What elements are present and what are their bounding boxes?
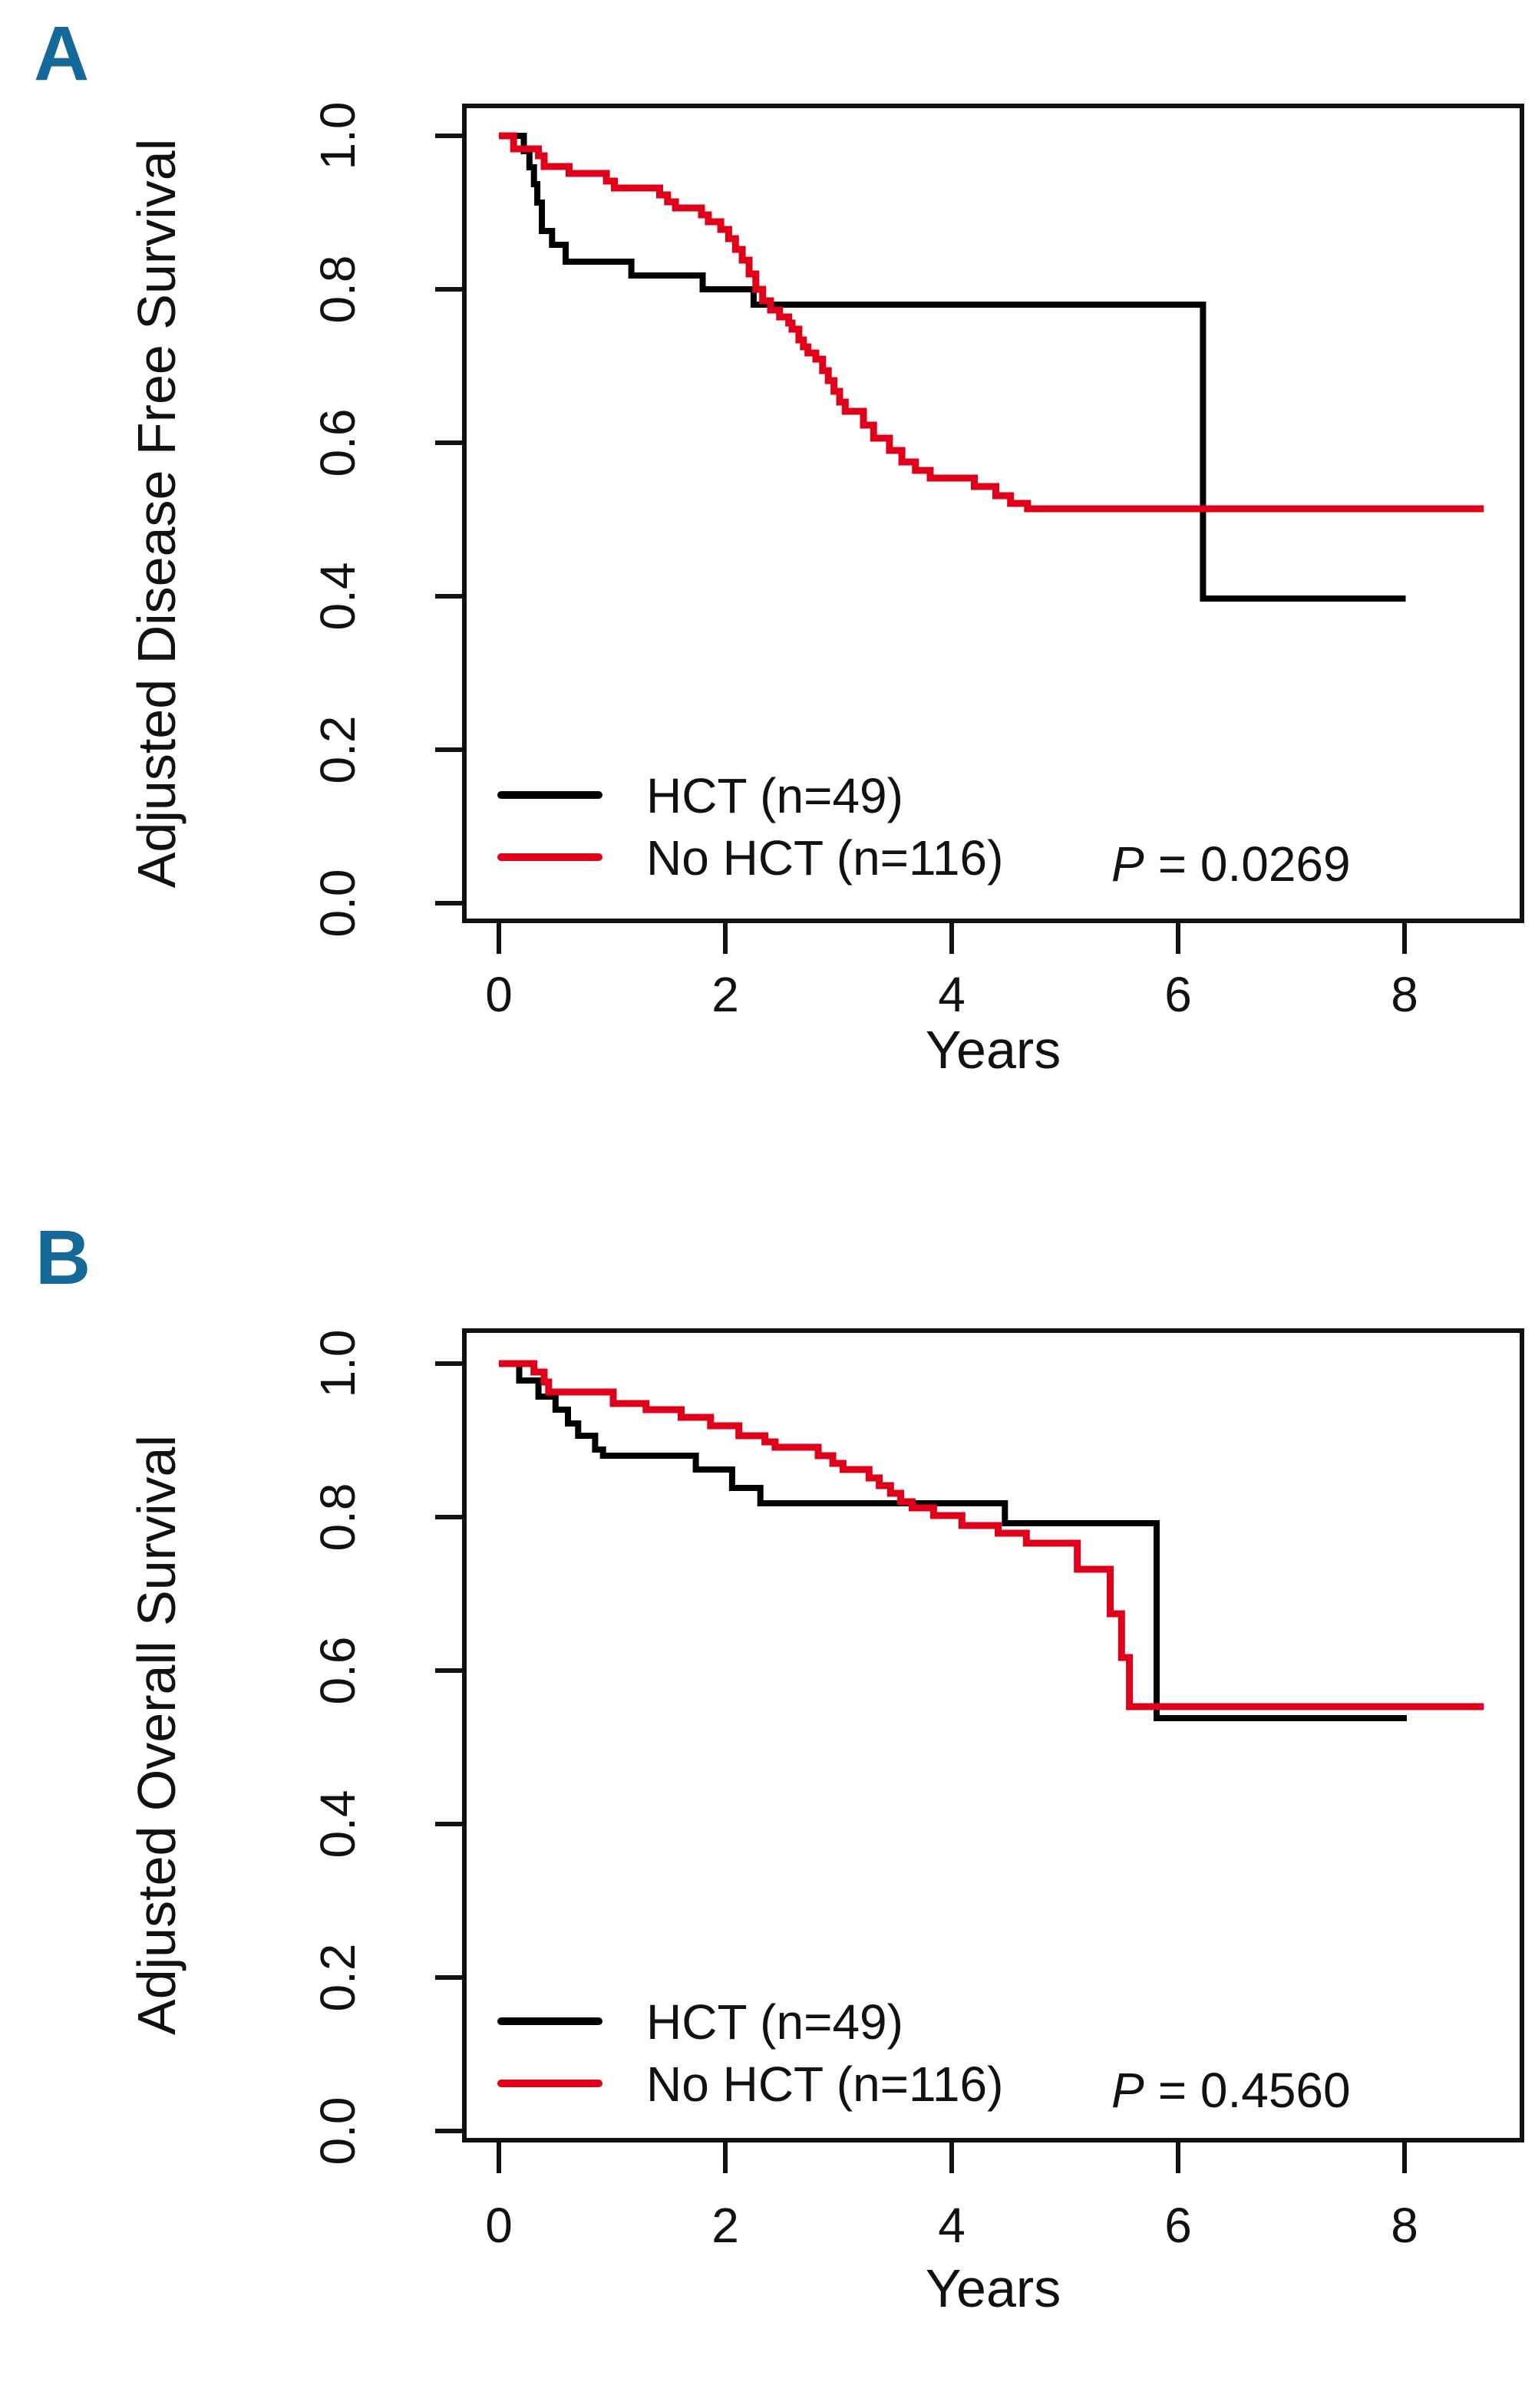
y-tick-label: 0.2: [310, 1944, 365, 2012]
plot-box: [462, 1328, 1524, 2142]
panel-a-x-axis-title: Years: [926, 1020, 1061, 1080]
panel-a-p-value: P = 0.0269: [1111, 836, 1351, 892]
x-tick-label: 4: [938, 967, 966, 1022]
y-tick-label: 0.0: [310, 2097, 365, 2166]
x-tick-label: 4: [938, 2198, 966, 2253]
y-tick-label: 1.0: [310, 1330, 365, 1398]
x-tick-label: 0: [485, 967, 513, 1022]
panel-a-plot: 0.0 0.2 0.4 0.6 0.8 1.0 0 2 4 6 8: [310, 102, 1524, 1022]
y-tick-label: 0.6: [310, 1637, 365, 1705]
survival-curve-no-hct: [499, 132, 1484, 513]
survival-curve-no-hct: [499, 1360, 1484, 1710]
panel-b-legend: HCT (n=49) No HCT (n=116) P = 0.4560: [646, 1994, 1351, 2118]
x-tick-label: 8: [1391, 967, 1418, 1022]
plot-box: [462, 104, 1524, 923]
x-tick-label: 2: [711, 967, 739, 1022]
legend-label-hct: HCT (n=49): [646, 1994, 903, 2050]
survival-curve-hct: [499, 133, 1406, 602]
survival-curve-hct: [499, 1361, 1407, 1721]
panel-b-y-axis-title: Adjusted Overall Survival: [127, 1435, 187, 2035]
y-tick-label: 0.6: [310, 409, 365, 477]
legend-label-no-hct: No HCT (n=116): [646, 830, 1003, 886]
panel-a-letter: A: [34, 11, 89, 97]
panel-b-p-value: P = 0.4560: [1111, 2063, 1351, 2118]
y-tick-label: 0.8: [310, 256, 365, 324]
y-tick-label: 0.0: [310, 869, 365, 938]
panel-a-y-axis-title: Adjusted Disease Free Survival: [127, 139, 187, 889]
panel-a: A Adjusted Disease Free Survival 0.00.20…: [34, 11, 1524, 1080]
legend-label-hct: HCT (n=49): [646, 768, 903, 823]
y-tick-label: 1.0: [310, 102, 365, 170]
x-tick-label: 2: [711, 2198, 739, 2253]
legend-label-no-hct: No HCT (n=116): [646, 2057, 1003, 2112]
x-tick-label: 8: [1391, 2198, 1418, 2253]
y-tick-label: 0.4: [310, 1790, 365, 1859]
y-tick-label: 0.2: [310, 716, 365, 784]
y-tick-label: 0.8: [310, 1483, 365, 1552]
x-tick-label: 6: [1164, 967, 1192, 1022]
panel-b: B Adjusted Overall Survival 0.0 0.2 0.4 0.6…: [35, 1215, 1524, 2318]
panel-b-x-axis-title: Years: [926, 2258, 1061, 2318]
x-tick-label: 6: [1164, 2198, 1192, 2253]
panel-b-plot: 0.0 0.2 0.4 0.6 0.8 1.0 0 2 4 6 8: [310, 1328, 1524, 2253]
y-tick-label: 0.4: [310, 562, 365, 631]
panel-b-letter: B: [35, 1215, 91, 1301]
x-tick-label: 0: [485, 2198, 513, 2253]
panel-a-legend: HCT (n=49) No HCT (n=116) P = 0.0269: [646, 768, 1351, 892]
